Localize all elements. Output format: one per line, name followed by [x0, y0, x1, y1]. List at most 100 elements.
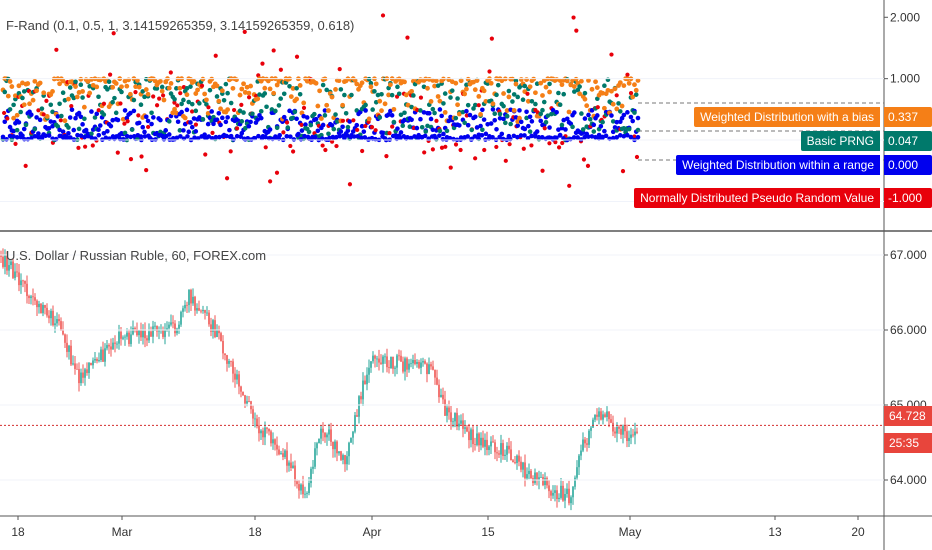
price-candle: [176, 328, 178, 334]
label-basic-prng: Basic PRNG: [800, 131, 880, 151]
indicator-dot: [288, 94, 294, 100]
indicator-dot: [178, 91, 183, 96]
indicator-dot: [135, 78, 140, 83]
indicator-dot: [533, 90, 538, 96]
indicator-dot: [43, 133, 48, 139]
indicator-dot: [315, 128, 321, 134]
indicator-dot: [517, 108, 522, 113]
indicator-title[interactable]: F-Rand (0.1, 0.5, 1, 3.14159265359, 3.14…: [6, 18, 355, 33]
price-candle: [548, 485, 550, 492]
price-candle: [376, 358, 378, 360]
time-tick-label: 15: [481, 525, 495, 539]
indicator-dot: [380, 130, 386, 136]
indicator-dot: [398, 135, 403, 141]
indicator-dot: [175, 119, 181, 125]
indicator-dot: [547, 135, 552, 140]
indicator-dot: [156, 133, 162, 138]
indicator-dot: [202, 135, 208, 141]
price-candle: [598, 411, 600, 417]
indicator-dot: [595, 105, 600, 110]
price-candle: [42, 304, 44, 314]
indicator-dot: [204, 97, 209, 103]
indicator-dot: [118, 101, 123, 106]
price-candle: [320, 428, 322, 439]
indicator-dot: [5, 116, 10, 121]
indicator-dot: [323, 147, 328, 153]
indicator-dot: [619, 103, 625, 109]
indicator-dot: [447, 135, 453, 141]
indicator-dot: [422, 133, 428, 139]
indicator-dot: [344, 133, 350, 138]
indicator-dot: [426, 110, 432, 116]
indicator-dot: [131, 108, 137, 114]
indicator-dot: [225, 115, 230, 120]
price-candle: [198, 308, 200, 311]
indicator-dot: [591, 122, 597, 128]
indicator-dot: [538, 118, 544, 124]
indicator-dot: [363, 123, 368, 129]
price-candle: [536, 472, 538, 481]
price-candle: [358, 396, 360, 417]
price-candle: [570, 497, 572, 504]
indicator-dot: [143, 114, 149, 120]
indicator-dot: [618, 119, 623, 125]
indicator-dot: [362, 135, 368, 140]
indicator-dot: [556, 127, 561, 132]
indicator-dot: [557, 133, 563, 138]
indicator-dot: [632, 82, 637, 88]
indicator-dot: [499, 78, 505, 84]
indicator-dot: [465, 122, 471, 128]
price-candle: [246, 401, 248, 404]
indicator-dot: [382, 101, 388, 107]
indicator-dot: [405, 35, 410, 40]
price-candle: [560, 485, 562, 498]
price-candle: [254, 418, 256, 420]
indicator-dot: [412, 134, 417, 139]
indicator-dot: [559, 82, 565, 88]
price-candle: [14, 271, 16, 278]
price-candle: [116, 343, 118, 345]
indicator-dot: [483, 98, 489, 104]
indicator-dot: [443, 144, 448, 149]
indicator-dot: [507, 142, 512, 147]
symbol-title[interactable]: U.S. Dollar / Russian Ruble, 60, FOREX.c…: [6, 248, 267, 263]
price-candle: [194, 296, 196, 311]
time-tick-label: 18: [248, 525, 262, 539]
price-candle: [606, 411, 608, 417]
indicator-dot: [186, 129, 192, 135]
indicator-dot: [409, 117, 414, 123]
price-candle: [546, 478, 548, 486]
indicator-dot: [225, 107, 231, 113]
value-bias: 0.337: [884, 107, 932, 127]
indicator-dot: [2, 89, 8, 95]
indicator-dot: [391, 119, 397, 125]
indicator-dot: [482, 147, 487, 153]
indicator-dot: [57, 127, 62, 133]
indicator-dot: [405, 135, 410, 140]
price-candle: [494, 442, 496, 453]
price-candle: [18, 272, 20, 286]
indicator-dot: [87, 90, 93, 96]
price-candle: [258, 425, 260, 434]
price-candle: [238, 374, 240, 387]
indicator-dot: [630, 94, 636, 100]
indicator-dot: [96, 132, 102, 138]
indicator-dot: [85, 133, 91, 139]
indicator-dot: [582, 116, 588, 121]
price-candle: [382, 356, 384, 364]
indicator-dot: [617, 80, 623, 86]
indicator-dot: [205, 121, 211, 127]
indicator-dot: [294, 116, 299, 122]
indicator-dot: [94, 111, 100, 117]
indicator-dot: [334, 143, 339, 149]
indicator-dot: [73, 84, 78, 89]
indicator-dot: [543, 119, 549, 125]
indicator-dot: [62, 118, 68, 124]
price-candle: [592, 419, 594, 428]
indicator-dot: [574, 28, 579, 33]
indicator-dot: [7, 107, 13, 112]
indicator-dot: [246, 90, 252, 96]
price-candle: [338, 451, 340, 454]
indicator-dot: [453, 142, 459, 147]
